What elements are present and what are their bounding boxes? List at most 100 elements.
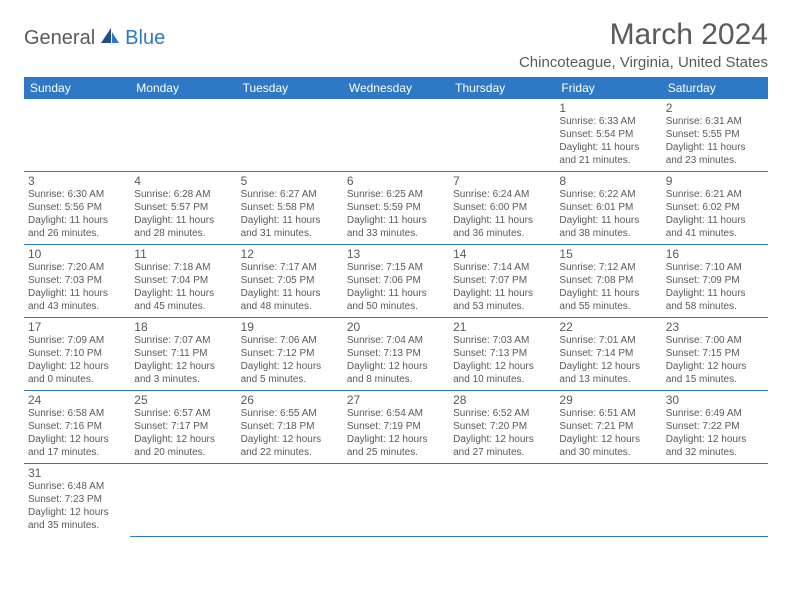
calendar-cell: 12Sunrise: 7:17 AMSunset: 7:05 PMDayligh…: [237, 245, 343, 318]
day-info-line: Daylight: 12 hours: [559, 433, 657, 446]
day-info-line: and 20 minutes.: [134, 446, 232, 459]
day-info-line: Daylight: 12 hours: [134, 360, 232, 373]
day-info-line: Sunset: 7:10 PM: [28, 347, 126, 360]
day-info-line: Sunrise: 7:10 AM: [666, 261, 764, 274]
day-info-line: Sunrise: 6:25 AM: [347, 188, 445, 201]
calendar-cell: 2Sunrise: 6:31 AMSunset: 5:55 PMDaylight…: [662, 99, 768, 172]
day-info-line: Daylight: 12 hours: [347, 360, 445, 373]
day-number: 24: [28, 393, 126, 407]
day-number: 26: [241, 393, 339, 407]
day-info-line: Sunset: 6:02 PM: [666, 201, 764, 214]
day-info-line: Sunrise: 7:20 AM: [28, 261, 126, 274]
day-info-line: Sunset: 5:54 PM: [559, 128, 657, 141]
day-info-line: Sunrise: 6:27 AM: [241, 188, 339, 201]
day-info-line: and 17 minutes.: [28, 446, 126, 459]
day-info-line: Sunrise: 7:09 AM: [28, 334, 126, 347]
calendar-cell: 5Sunrise: 6:27 AMSunset: 5:58 PMDaylight…: [237, 172, 343, 245]
calendar-cell: 6Sunrise: 6:25 AMSunset: 5:59 PMDaylight…: [343, 172, 449, 245]
day-info-line: Daylight: 12 hours: [28, 433, 126, 446]
day-number: 27: [347, 393, 445, 407]
day-info-line: and 3 minutes.: [134, 373, 232, 386]
calendar-cell: 20Sunrise: 7:04 AMSunset: 7:13 PMDayligh…: [343, 318, 449, 391]
day-info-line: Daylight: 11 hours: [134, 287, 232, 300]
day-info-line: and 36 minutes.: [453, 227, 551, 240]
day-info-line: Sunset: 7:19 PM: [347, 420, 445, 433]
calendar-cell: 4Sunrise: 6:28 AMSunset: 5:57 PMDaylight…: [130, 172, 236, 245]
day-info-line: and 26 minutes.: [28, 227, 126, 240]
day-info-line: Daylight: 12 hours: [666, 360, 764, 373]
calendar-cell: [130, 99, 236, 172]
day-header: Friday: [555, 77, 661, 99]
calendar-cell: 25Sunrise: 6:57 AMSunset: 7:17 PMDayligh…: [130, 391, 236, 464]
day-info-line: Sunset: 7:20 PM: [453, 420, 551, 433]
calendar-cell: 7Sunrise: 6:24 AMSunset: 6:00 PMDaylight…: [449, 172, 555, 245]
day-info-line: Sunrise: 6:49 AM: [666, 407, 764, 420]
day-info-line: Sunset: 7:13 PM: [347, 347, 445, 360]
day-info-line: and 38 minutes.: [559, 227, 657, 240]
location: Chincoteague, Virginia, United States: [519, 54, 768, 71]
day-number: 23: [666, 320, 764, 334]
day-info-line: Sunset: 7:17 PM: [134, 420, 232, 433]
day-info-line: Sunrise: 7:00 AM: [666, 334, 764, 347]
day-info-line: Daylight: 11 hours: [134, 214, 232, 227]
day-number: 30: [666, 393, 764, 407]
day-info-line: Sunrise: 7:03 AM: [453, 334, 551, 347]
day-info-line: Sunset: 5:57 PM: [134, 201, 232, 214]
day-info-line: Daylight: 12 hours: [559, 360, 657, 373]
month-title: March 2024: [519, 18, 768, 52]
calendar-cell: 17Sunrise: 7:09 AMSunset: 7:10 PMDayligh…: [24, 318, 130, 391]
day-info-line: Sunrise: 7:01 AM: [559, 334, 657, 347]
day-info-line: Sunrise: 6:51 AM: [559, 407, 657, 420]
calendar-cell: 19Sunrise: 7:06 AMSunset: 7:12 PMDayligh…: [237, 318, 343, 391]
calendar-cell: 16Sunrise: 7:10 AMSunset: 7:09 PMDayligh…: [662, 245, 768, 318]
day-info-line: Sunset: 7:14 PM: [559, 347, 657, 360]
day-info-line: Sunset: 6:00 PM: [453, 201, 551, 214]
day-header: Sunday: [24, 77, 130, 99]
day-info-line: Sunrise: 6:57 AM: [134, 407, 232, 420]
day-info-line: and 50 minutes.: [347, 300, 445, 313]
day-number: 9: [666, 174, 764, 188]
day-info-line: Sunrise: 7:06 AM: [241, 334, 339, 347]
day-info-line: Sunset: 7:04 PM: [134, 274, 232, 287]
calendar-cell: 3Sunrise: 6:30 AMSunset: 5:56 PMDaylight…: [24, 172, 130, 245]
day-info-line: Sunrise: 7:12 AM: [559, 261, 657, 274]
day-info-line: and 30 minutes.: [559, 446, 657, 459]
day-info-line: Sunset: 5:58 PM: [241, 201, 339, 214]
day-header: Saturday: [662, 77, 768, 99]
day-info-line: Sunrise: 6:55 AM: [241, 407, 339, 420]
day-info-line: and 32 minutes.: [666, 446, 764, 459]
day-number: 11: [134, 247, 232, 261]
calendar-cell: 1Sunrise: 6:33 AMSunset: 5:54 PMDaylight…: [555, 99, 661, 172]
calendar-cell: 23Sunrise: 7:00 AMSunset: 7:15 PMDayligh…: [662, 318, 768, 391]
day-info-line: Sunset: 7:03 PM: [28, 274, 126, 287]
day-header: Monday: [130, 77, 236, 99]
day-info-line: and 23 minutes.: [666, 154, 764, 167]
day-info-line: Sunset: 7:13 PM: [453, 347, 551, 360]
day-number: 8: [559, 174, 657, 188]
day-info-line: Sunrise: 6:52 AM: [453, 407, 551, 420]
calendar-cell: 27Sunrise: 6:54 AMSunset: 7:19 PMDayligh…: [343, 391, 449, 464]
day-number: 3: [28, 174, 126, 188]
day-info-line: Sunrise: 7:04 AM: [347, 334, 445, 347]
day-number: 2: [666, 101, 764, 115]
day-info-line: and 13 minutes.: [559, 373, 657, 386]
day-number: 16: [666, 247, 764, 261]
calendar-cell: 15Sunrise: 7:12 AMSunset: 7:08 PMDayligh…: [555, 245, 661, 318]
day-info-line: Sunset: 7:21 PM: [559, 420, 657, 433]
day-info-line: Sunset: 7:09 PM: [666, 274, 764, 287]
day-info-line: Daylight: 11 hours: [28, 287, 126, 300]
day-number: 25: [134, 393, 232, 407]
day-number: 6: [347, 174, 445, 188]
day-info-line: and 41 minutes.: [666, 227, 764, 240]
day-info-line: Sunset: 5:56 PM: [28, 201, 126, 214]
day-info-line: Sunset: 7:23 PM: [28, 493, 126, 506]
day-number: 22: [559, 320, 657, 334]
day-info-line: Daylight: 11 hours: [453, 287, 551, 300]
day-info-line: and 31 minutes.: [241, 227, 339, 240]
day-number: 14: [453, 247, 551, 261]
day-info-line: Daylight: 12 hours: [241, 360, 339, 373]
day-info-line: Daylight: 12 hours: [453, 360, 551, 373]
day-info-line: Daylight: 12 hours: [347, 433, 445, 446]
day-info-line: Sunrise: 6:54 AM: [347, 407, 445, 420]
day-info-line: and 55 minutes.: [559, 300, 657, 313]
